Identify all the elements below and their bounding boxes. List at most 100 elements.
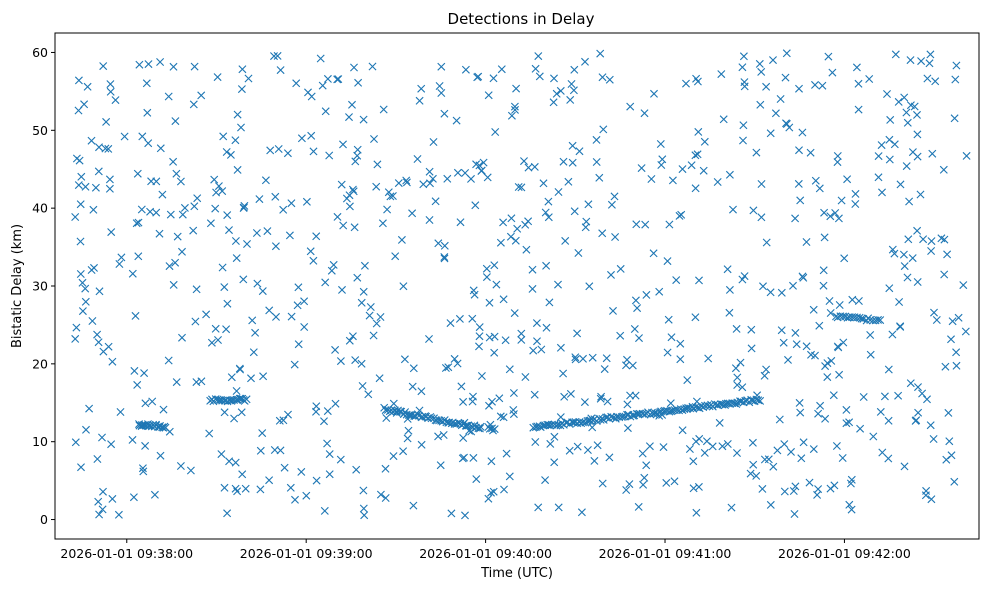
detection-point xyxy=(233,487,242,496)
detection-point xyxy=(511,236,520,245)
detection-point xyxy=(573,442,582,451)
detection-point xyxy=(819,281,828,290)
detection-point xyxy=(796,408,805,417)
detection-point xyxy=(144,139,153,148)
detection-point xyxy=(312,476,321,485)
detection-point xyxy=(210,175,219,184)
detection-point xyxy=(748,438,757,447)
detection-point xyxy=(747,325,756,334)
detection-point xyxy=(856,424,865,433)
detection-point xyxy=(339,140,347,149)
detection-point xyxy=(869,432,878,441)
detection-point xyxy=(566,389,575,398)
detection-point xyxy=(152,177,161,186)
detection-point xyxy=(900,462,909,471)
detection-point xyxy=(790,510,799,518)
detection-point xyxy=(535,72,544,81)
detection-point xyxy=(461,65,470,74)
detection-point xyxy=(932,316,941,324)
detection-point xyxy=(919,235,928,244)
detection-point xyxy=(647,175,656,183)
detection-point xyxy=(926,421,935,430)
detection-point xyxy=(85,404,94,413)
detection-point xyxy=(657,161,666,169)
detection-point xyxy=(795,84,803,93)
detection-point xyxy=(733,373,742,382)
detection-point xyxy=(541,208,550,217)
detection-point xyxy=(323,74,332,83)
detection-point xyxy=(284,410,292,419)
detection-point xyxy=(663,257,672,266)
detection-point xyxy=(506,232,515,241)
detection-point xyxy=(348,185,357,194)
detection-point xyxy=(874,315,882,324)
detection-point xyxy=(628,361,637,370)
detection-point xyxy=(789,487,798,495)
detection-point xyxy=(733,381,742,389)
detection-point xyxy=(388,192,397,200)
detection-point xyxy=(568,418,577,427)
detection-point xyxy=(880,392,889,401)
detection-point xyxy=(428,174,437,183)
detection-point xyxy=(455,314,464,323)
detection-point xyxy=(736,358,745,367)
detection-point xyxy=(738,63,747,72)
detection-point xyxy=(522,245,531,254)
detection-point xyxy=(489,74,498,83)
detection-point xyxy=(212,188,221,197)
detection-point xyxy=(294,340,303,349)
detection-point xyxy=(505,472,514,481)
detection-point xyxy=(509,389,518,397)
detection-point xyxy=(88,317,97,325)
detection-point xyxy=(477,372,486,380)
detection-point xyxy=(512,84,521,93)
detection-point xyxy=(890,140,899,149)
detection-point xyxy=(757,67,766,76)
detection-point xyxy=(443,174,452,183)
detection-point xyxy=(382,414,391,422)
detection-point xyxy=(683,376,692,385)
detection-point xyxy=(756,100,765,109)
detection-point xyxy=(350,223,359,232)
detection-point xyxy=(499,413,508,422)
detection-point xyxy=(667,333,676,342)
detection-point xyxy=(913,226,922,235)
detection-point xyxy=(178,210,187,219)
detection-point xyxy=(104,144,113,153)
detection-point xyxy=(255,195,264,204)
detection-point xyxy=(592,158,601,166)
detection-point xyxy=(353,273,362,282)
detection-point xyxy=(164,92,173,101)
detection-point xyxy=(496,238,505,247)
detection-point xyxy=(345,113,353,122)
detection-point xyxy=(491,128,500,136)
detection-point xyxy=(638,449,647,458)
detection-point xyxy=(823,373,832,382)
detection-point xyxy=(598,229,607,238)
detection-point xyxy=(256,446,265,455)
detection-point xyxy=(616,264,625,273)
detection-point xyxy=(166,210,175,219)
detection-point xyxy=(399,282,408,291)
detection-point xyxy=(704,354,713,363)
detection-point xyxy=(575,147,584,156)
detection-point xyxy=(220,483,229,492)
data-points xyxy=(71,49,971,520)
detection-point xyxy=(554,280,562,289)
detection-point xyxy=(488,424,496,433)
detection-point xyxy=(640,109,649,118)
detection-point xyxy=(888,330,897,339)
detection-point xyxy=(581,57,589,66)
detection-point xyxy=(904,235,913,244)
detection-point xyxy=(81,284,90,293)
detection-point xyxy=(619,412,628,421)
detection-point xyxy=(214,336,222,344)
detection-point xyxy=(927,247,936,255)
detection-point xyxy=(929,435,938,443)
detection-point xyxy=(757,180,766,188)
detection-point xyxy=(903,273,912,282)
detection-point xyxy=(766,288,775,297)
detection-point xyxy=(789,281,797,290)
detection-point xyxy=(161,423,170,432)
detection-point xyxy=(383,205,392,214)
